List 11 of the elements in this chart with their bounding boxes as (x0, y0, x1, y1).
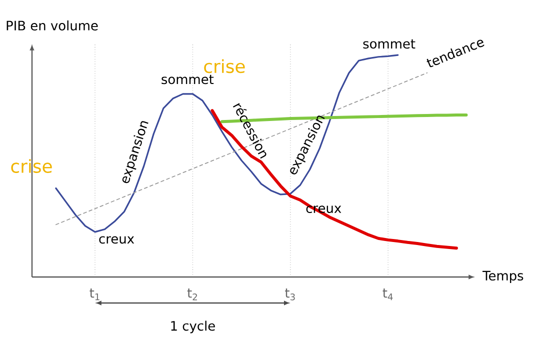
x-tick-label: t$_{1}$ (90, 288, 100, 300)
annotation: sommet (162, 74, 214, 84)
annotation: creux (99, 236, 134, 244)
annotation: crise (204, 59, 245, 74)
text: 1 cycle (171, 320, 215, 334)
y-axis-title: PIB en volume (6, 20, 98, 30)
x-tick-label: t$_{4}$ (382, 288, 393, 300)
text: sommet (363, 39, 416, 49)
x-tick-label: t$_{3}$ (285, 288, 295, 300)
x-tick-label: t$_{2}$ (187, 288, 197, 300)
x-axis-title: Temps (482, 270, 524, 284)
